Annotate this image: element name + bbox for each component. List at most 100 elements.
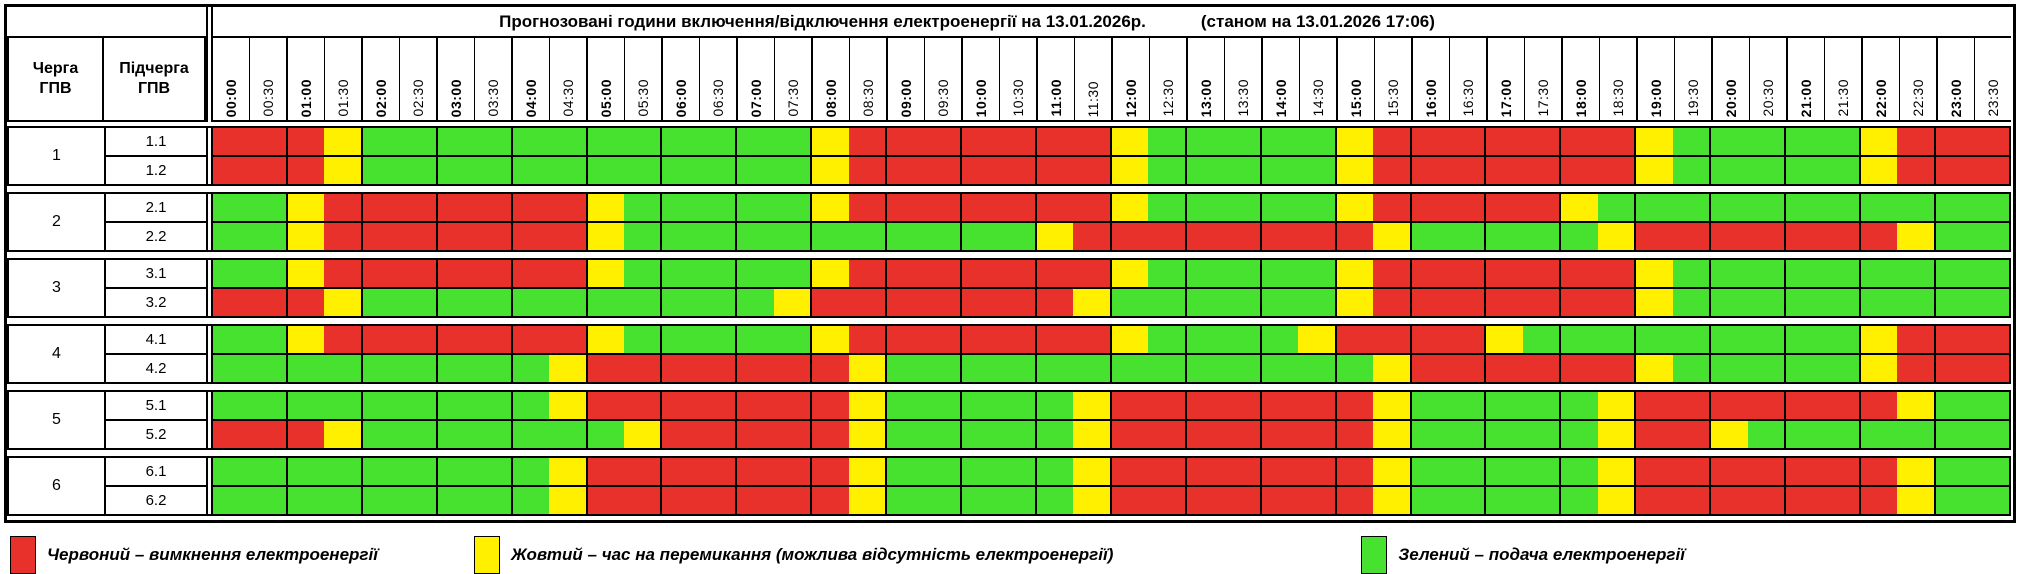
schedule-cell [885, 223, 924, 250]
schedule-cell [285, 128, 325, 155]
schedule-cell [1109, 421, 1149, 448]
schedule-cell [1634, 326, 1673, 353]
schedule-cell [1522, 392, 1560, 419]
schedule-row-6.1 [213, 458, 2009, 485]
schedule-cell [510, 355, 550, 382]
queue-column-header: Черга ГПВ [9, 38, 104, 120]
schedule-cell [998, 194, 1035, 221]
schedule-cell [360, 392, 400, 419]
schedule-cell [1447, 223, 1485, 250]
schedule-cell [1184, 392, 1224, 419]
time-header-cell-17:00: 17:00 [1486, 38, 1524, 120]
schedule-cell [1933, 355, 1973, 382]
schedule-cell [960, 194, 999, 221]
schedule-cell [1634, 392, 1673, 419]
time-header-cell-00:00: 00:00 [213, 38, 249, 120]
schedule-cell [885, 487, 924, 514]
schedule-cell [735, 458, 774, 485]
schedule-cell [998, 355, 1035, 382]
legend-item-yellow: Жовтий – час на перемикання (можлива від… [473, 536, 1113, 574]
schedule-cell [1409, 223, 1448, 250]
schedule-cell [698, 260, 736, 287]
schedule-cell [1784, 128, 1823, 155]
schedule-cell [549, 487, 586, 514]
schedule-row-2.1 [213, 194, 2009, 221]
schedule-cell [1634, 260, 1673, 287]
time-label: 06:00 [673, 78, 689, 117]
schedule-cell [1522, 260, 1560, 287]
schedule-cell [213, 487, 250, 514]
schedule-cell [810, 128, 849, 155]
schedule-cell [848, 326, 886, 353]
schedule-cell [960, 458, 999, 485]
schedule-cell [510, 223, 550, 250]
time-label: 20:30 [1760, 79, 1776, 117]
subqueue-label: 4.1 [145, 331, 167, 348]
schedule-cell [1672, 223, 1710, 250]
schedule-cell [810, 289, 849, 316]
schedule-cell [923, 223, 961, 250]
schedule-cell [1559, 421, 1598, 448]
schedule-cell [1897, 223, 1934, 250]
time-label: 22:30 [1910, 79, 1926, 117]
schedule-cell [698, 194, 736, 221]
schedule-row-4.1 [213, 326, 2009, 353]
schedule-cell [1334, 128, 1374, 155]
time-header-cell-18:30: 18:30 [1599, 38, 1636, 120]
schedule-cell [285, 260, 325, 287]
schedule-cell [960, 392, 999, 419]
schedule-cell [1747, 194, 1785, 221]
schedule-cell [1559, 458, 1598, 485]
schedule-cell [1747, 355, 1785, 382]
queue-group-4: 4 4.1 4.2 [7, 324, 2011, 384]
schedule-cell [1447, 355, 1485, 382]
time-header-cell-17:30: 17:30 [1524, 38, 1561, 120]
schedule-cell [1409, 157, 1448, 184]
schedule-cell [324, 260, 361, 287]
schedule-cell [249, 421, 286, 448]
schedule-cell [923, 289, 961, 316]
time-header-cell-22:00: 22:00 [1861, 38, 1899, 120]
schedule-cell [549, 194, 586, 221]
time-label: 10:00 [973, 78, 989, 117]
green-swatch-icon [1361, 536, 1388, 574]
schedule-cell [885, 326, 924, 353]
schedule-cell [810, 223, 849, 250]
schedule-cell [510, 289, 550, 316]
schedule-cell [1373, 326, 1410, 353]
schedule-cell [435, 223, 475, 250]
schedule-cell [810, 260, 849, 287]
schedule-cell [435, 194, 475, 221]
schedule-cell [998, 157, 1035, 184]
schedule-cell [1073, 128, 1110, 155]
schedule-cell [1784, 458, 1823, 485]
schedule-cell [960, 326, 999, 353]
schedule-cell [474, 223, 511, 250]
schedule-cell [1109, 260, 1149, 287]
schedule-cell [249, 223, 286, 250]
schedule-cell [1184, 421, 1224, 448]
schedule-cell [1559, 194, 1598, 221]
schedule-cell [399, 128, 436, 155]
schedule-cell [435, 421, 475, 448]
schedule-cell [1522, 355, 1560, 382]
schedule-cell [698, 223, 736, 250]
schedule-cell [1634, 289, 1673, 316]
queue-label: 6 [9, 458, 106, 514]
subqueue-column: 2.1 2.2 [106, 194, 206, 250]
schedule-cell [1709, 392, 1748, 419]
time-header-cell-07:00: 07:00 [736, 38, 774, 120]
schedule-cell [1148, 157, 1185, 184]
schedule-grid [213, 326, 2009, 382]
schedule-cell [585, 223, 624, 250]
schedule-cell [1522, 194, 1560, 221]
schedule-cell [1933, 289, 1973, 316]
schedule-cell [1972, 223, 2009, 250]
time-label: 23:30 [1985, 79, 2001, 117]
schedule-cell [1223, 157, 1260, 184]
schedule-cell [773, 421, 811, 448]
schedule-cell [1972, 128, 2009, 155]
schedule-cell [698, 458, 736, 485]
schedule-cell [1184, 260, 1224, 287]
schedule-cell [735, 194, 774, 221]
